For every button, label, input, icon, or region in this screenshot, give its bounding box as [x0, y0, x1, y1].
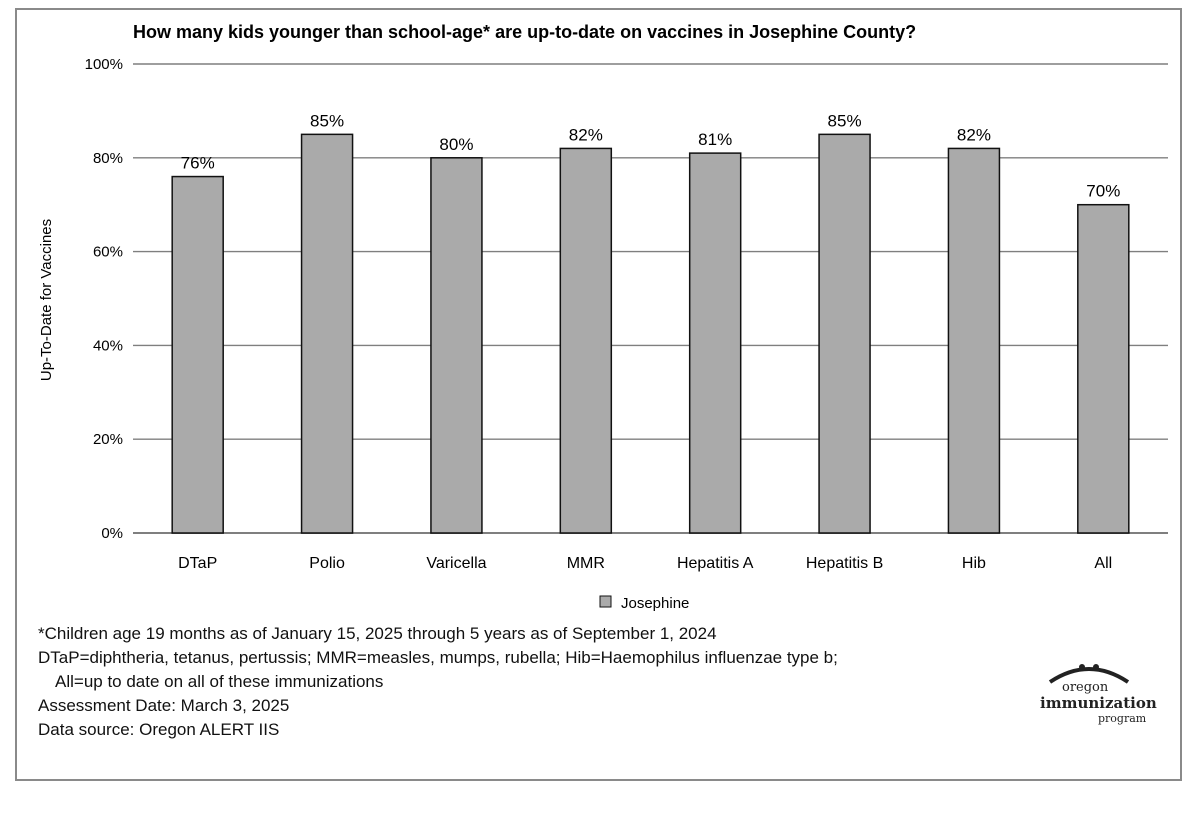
data-label: 85%	[828, 111, 862, 130]
bar-hepatitis-a	[688, 152, 742, 534]
x-tick-label: Hib	[962, 555, 986, 572]
y-tick-label: 20%	[93, 431, 123, 448]
data-labels: 76% 85% 80% 82% 81% 85% 82% 70%	[181, 111, 1121, 200]
assessment-date: Assessment Date: March 3, 2025	[38, 696, 290, 715]
footnote-age-definition: *Children age 19 months as of January 15…	[38, 624, 717, 643]
footnotes: *Children age 19 months as of January 15…	[38, 622, 838, 742]
legend-label-josephine: Josephine	[621, 595, 689, 612]
axes: 0% 20% 40% 60% 80% 100% DTaP Polio Varicella MMR H…	[85, 56, 1113, 572]
bar-all	[1077, 203, 1130, 534]
y-tick-label: 40%	[93, 337, 123, 354]
data-label: 76%	[181, 154, 215, 173]
data-label: 70%	[1086, 182, 1120, 201]
x-tick-label: Hepatitis B	[806, 555, 883, 572]
gridlines	[133, 63, 1168, 534]
bar-dtap	[171, 175, 224, 534]
logo-arc-icon	[1048, 664, 1130, 684]
y-tick-label: 100%	[85, 56, 123, 73]
footnote-all-definition: All=up to date on all of these immunizat…	[55, 672, 384, 691]
y-tick-label: 80%	[93, 150, 123, 167]
bar-hepatitis-b	[818, 133, 871, 534]
bars	[171, 133, 1130, 534]
bar-mmr	[559, 147, 613, 534]
data-label: 82%	[957, 125, 991, 144]
x-tick-label: Varicella	[426, 555, 486, 572]
y-axis-label: Up-To-Date for Vaccines	[38, 219, 55, 381]
data-source: Data source: Oregon ALERT IIS	[38, 720, 280, 739]
footnote-abbreviations: DTaP=diphtheria, tetanus, pertussis; MMR…	[38, 648, 838, 667]
data-label: 82%	[569, 125, 603, 144]
oregon-immunization-program-logo: oregon immunization program	[1030, 660, 1157, 732]
data-label: 81%	[698, 130, 732, 149]
x-tick-label: MMR	[567, 555, 605, 572]
x-tick-label: DTaP	[178, 555, 217, 572]
logo-line-immunization: immunization	[1040, 694, 1157, 712]
logo-line-program: program	[1098, 712, 1147, 725]
data-label: 80%	[439, 135, 473, 154]
legend-swatch-josephine	[599, 595, 612, 608]
logo-line-oregon: oregon	[1062, 680, 1109, 695]
x-tick-label: Polio	[309, 555, 345, 572]
y-tick-label: 60%	[93, 244, 123, 261]
bar-polio	[300, 133, 354, 534]
bar-chart: How many kids younger than school-age* a…	[38, 22, 1168, 612]
y-tick-label: 0%	[101, 525, 123, 542]
bar-hib	[947, 147, 1001, 534]
x-tick-label: Hepatitis A	[677, 555, 754, 572]
x-tick-label: All	[1094, 555, 1112, 572]
data-label: 85%	[310, 111, 344, 130]
legend: Josephine	[599, 595, 689, 612]
bar-varicella	[430, 157, 483, 534]
chart-title: How many kids younger than school-age* a…	[133, 22, 916, 42]
